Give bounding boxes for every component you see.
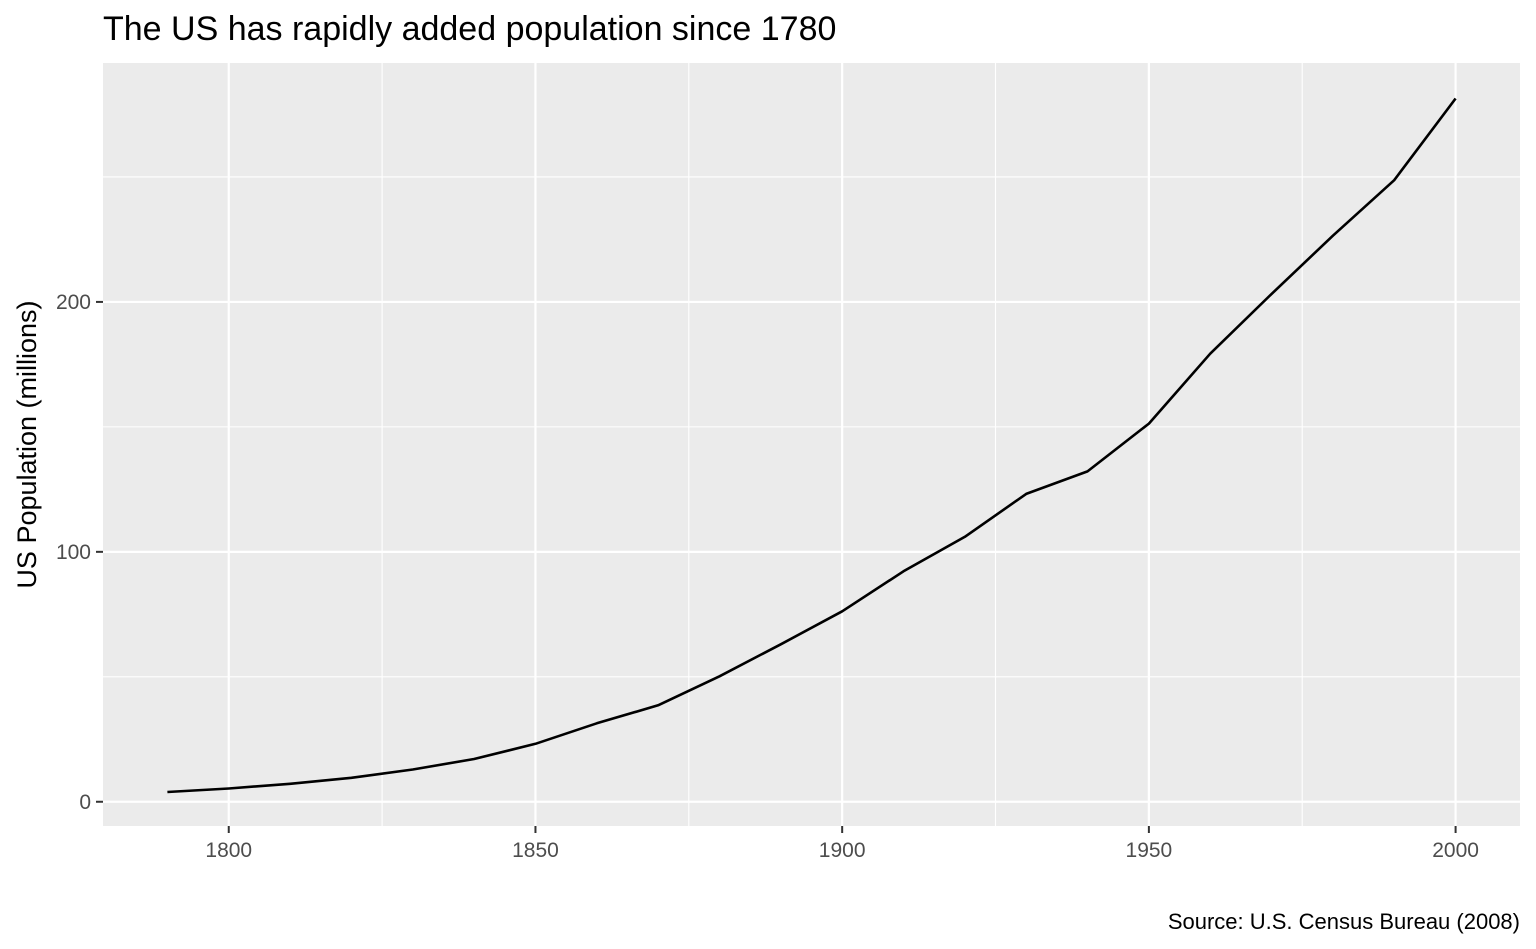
x-tick-label: 1850 — [512, 839, 559, 862]
grid-lines — [103, 63, 1520, 826]
y-axis: 0 100 200 — [56, 291, 103, 814]
y-axis-title: US Population (millions) — [12, 300, 42, 588]
population-line — [167, 97, 1457, 794]
x-tick-label: 1950 — [1126, 839, 1173, 862]
y-tick-label: 100 — [56, 541, 91, 564]
chart-title: The US has rapidly added population sinc… — [103, 10, 836, 48]
x-axis: 1800 1850 1900 1950 2000 — [205, 826, 1479, 862]
x-tick-label: 1900 — [819, 839, 866, 862]
data-series — [167, 97, 1457, 794]
x-tick-label: 1800 — [205, 839, 252, 862]
chart-caption: Source: U.S. Census Bureau (2008) — [1168, 909, 1520, 934]
y-tick-label: 200 — [56, 291, 91, 314]
y-tick-label: 0 — [79, 791, 91, 814]
x-tick-label: 2000 — [1432, 839, 1479, 862]
plot-panel — [103, 63, 1520, 826]
